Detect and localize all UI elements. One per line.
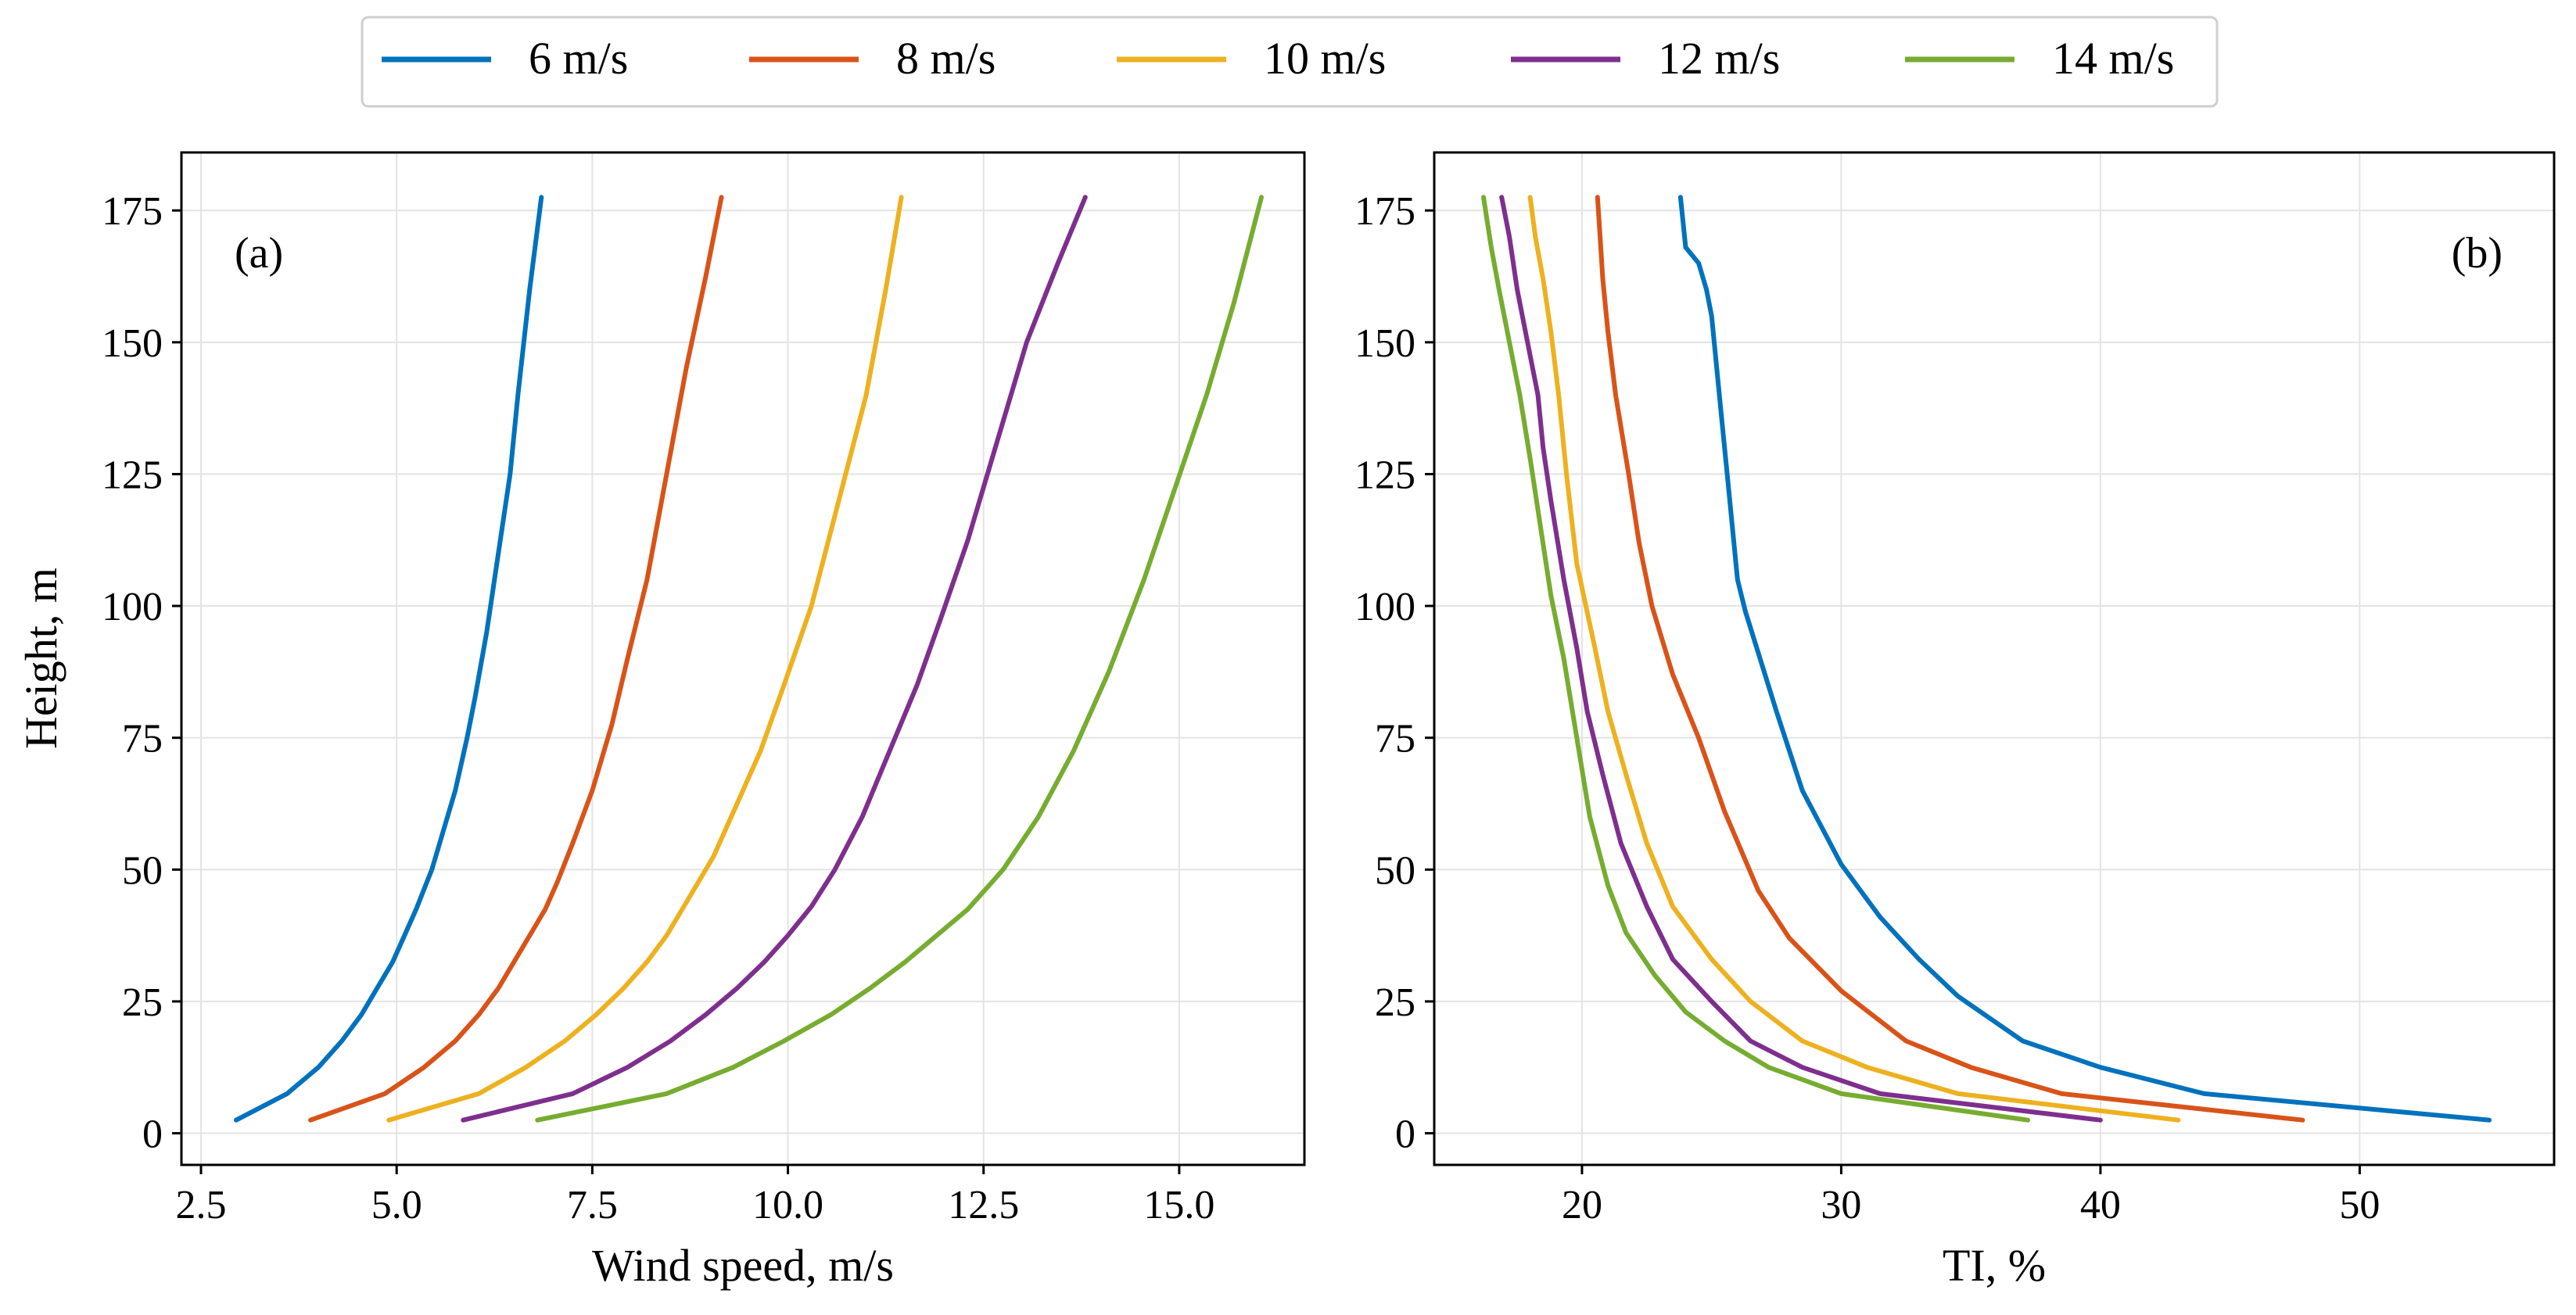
y-tick-label: 0 bbox=[142, 1113, 163, 1157]
y-tick-label: 50 bbox=[1375, 848, 1415, 893]
series-line-a-14ms bbox=[535, 195, 1264, 1123]
y-tick-label: 25 bbox=[1375, 980, 1415, 1025]
x-tick-label: 7.5 bbox=[567, 1183, 618, 1227]
panel-a-xlabel: Wind speed, m/s bbox=[592, 1240, 894, 1291]
legend-frame bbox=[361, 16, 2219, 108]
y-tick-label: 125 bbox=[1354, 453, 1415, 497]
series-line-b-12ms bbox=[1499, 195, 2103, 1123]
panel-a-grid bbox=[181, 152, 1304, 1165]
x-tick-label: 40 bbox=[2080, 1183, 2121, 1227]
panel-b-xlabel: TI, % bbox=[1943, 1240, 2046, 1291]
panel-b-series bbox=[1481, 195, 2492, 1123]
panel-b-ticks: 20 30 40 50 0 25 50 75 100 125 150 175 bbox=[1354, 189, 2380, 1227]
y-tick-label: 25 bbox=[122, 980, 163, 1025]
panel-a-frame bbox=[180, 151, 1306, 1166]
y-tick-label: 125 bbox=[102, 453, 163, 497]
panel-a-ylabel: Height, m bbox=[16, 568, 66, 749]
y-tick-label: 175 bbox=[102, 189, 163, 234]
x-tick-label: 2.5 bbox=[176, 1183, 227, 1227]
series-line-a-10ms bbox=[386, 195, 904, 1123]
series-line-b-10ms bbox=[1527, 195, 2181, 1123]
y-tick-label: 75 bbox=[122, 717, 163, 761]
legend-label-14ms: 14 m/s bbox=[2052, 33, 2174, 84]
legend-label-10ms: 10 m/s bbox=[1264, 33, 1386, 84]
x-tick-label: 20 bbox=[1562, 1183, 1602, 1227]
series-line-b-6ms bbox=[1677, 195, 2492, 1123]
legend: 6 m/s 8 m/s 10 m/s 12 m/s 14 m/s bbox=[361, 16, 2219, 108]
y-tick-label: 0 bbox=[1395, 1113, 1415, 1157]
panel-b: 20 30 40 50 0 25 50 75 100 125 150 175 (b) TI, % bbox=[1354, 151, 2556, 1291]
panel-b-grid bbox=[1434, 152, 2554, 1165]
panel-a: 2.5 5.0 7.5 10.0 12.5 15.0 0 25 50 75 100 125 150 175… bbox=[16, 151, 1306, 1291]
y-tick-label: 100 bbox=[1354, 585, 1415, 629]
panel-a-series bbox=[234, 195, 1264, 1123]
series-line-a-6ms bbox=[234, 195, 544, 1123]
legend-label-6ms: 6 m/s bbox=[529, 33, 628, 84]
panel-b-label: (b) bbox=[2452, 229, 2502, 278]
x-tick-label: 10.0 bbox=[752, 1183, 823, 1227]
y-tick-label: 150 bbox=[1354, 321, 1415, 366]
series-line-b-14ms bbox=[1481, 195, 2031, 1123]
y-tick-label: 100 bbox=[102, 585, 163, 629]
x-tick-label: 5.0 bbox=[371, 1183, 422, 1227]
x-tick-label: 50 bbox=[2339, 1183, 2380, 1227]
legend-label-12ms: 12 m/s bbox=[1658, 33, 1780, 84]
panel-a-ticks: 2.5 5.0 7.5 10.0 12.5 15.0 0 25 50 75 100 125 150 175 bbox=[102, 189, 1214, 1227]
y-tick-label: 150 bbox=[102, 321, 163, 366]
legend-label-8ms: 8 m/s bbox=[896, 33, 996, 84]
y-tick-label: 75 bbox=[1375, 717, 1415, 761]
y-tick-label: 175 bbox=[1354, 189, 1415, 234]
x-tick-label: 30 bbox=[1821, 1183, 1861, 1227]
y-tick-label: 50 bbox=[122, 848, 163, 893]
series-line-b-8ms bbox=[1595, 195, 2305, 1123]
panel-a-label: (a) bbox=[235, 229, 283, 278]
x-tick-label: 15.0 bbox=[1143, 1183, 1214, 1227]
series-line-a-12ms bbox=[461, 195, 1088, 1123]
series-line-a-8ms bbox=[308, 195, 724, 1123]
panel-b-frame bbox=[1433, 151, 2556, 1166]
x-tick-label: 12.5 bbox=[948, 1183, 1019, 1227]
